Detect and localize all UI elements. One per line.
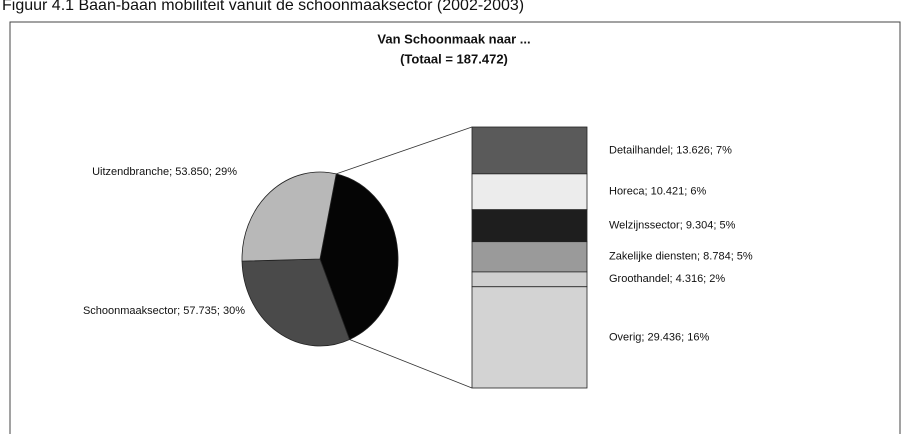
pie-label: Schoonmaaksector; 57.735; 30% xyxy=(83,305,245,317)
frame xyxy=(9,21,901,434)
bar-label: Zakelijke diensten; 8.784; 5% xyxy=(609,251,753,263)
bar-segment xyxy=(471,271,588,288)
pie-label: Uitzendbranche; 53.850; 29% xyxy=(92,166,237,178)
bar-label: Horeca; 10.421; 6% xyxy=(609,186,706,198)
bar-label: Welzijnssector; 9.304; 5% xyxy=(609,220,736,232)
connector xyxy=(349,339,473,389)
bar-segment xyxy=(471,126,588,175)
bar-label: Detailhandel; 13.626; 7% xyxy=(609,144,732,156)
bar-segment xyxy=(471,173,588,211)
pie-slice xyxy=(241,171,337,262)
bar-label: Overig; 29.436; 16% xyxy=(609,331,710,343)
bar-segment xyxy=(471,241,588,273)
pie-slice xyxy=(241,258,351,347)
bar-label: Groothandel; 4.316; 2% xyxy=(609,273,725,285)
bar-segment xyxy=(471,209,588,243)
chart-subtitle: (Totaal = 187.472) xyxy=(400,51,508,66)
caption: Figuur 4.1 Baan-baan mobiliteit vanuit d… xyxy=(2,0,524,14)
pie-slice xyxy=(319,173,399,341)
connector xyxy=(336,126,473,175)
chart-title: Van Schoonmaak naar ... xyxy=(377,31,530,46)
bar-segment xyxy=(471,286,588,389)
